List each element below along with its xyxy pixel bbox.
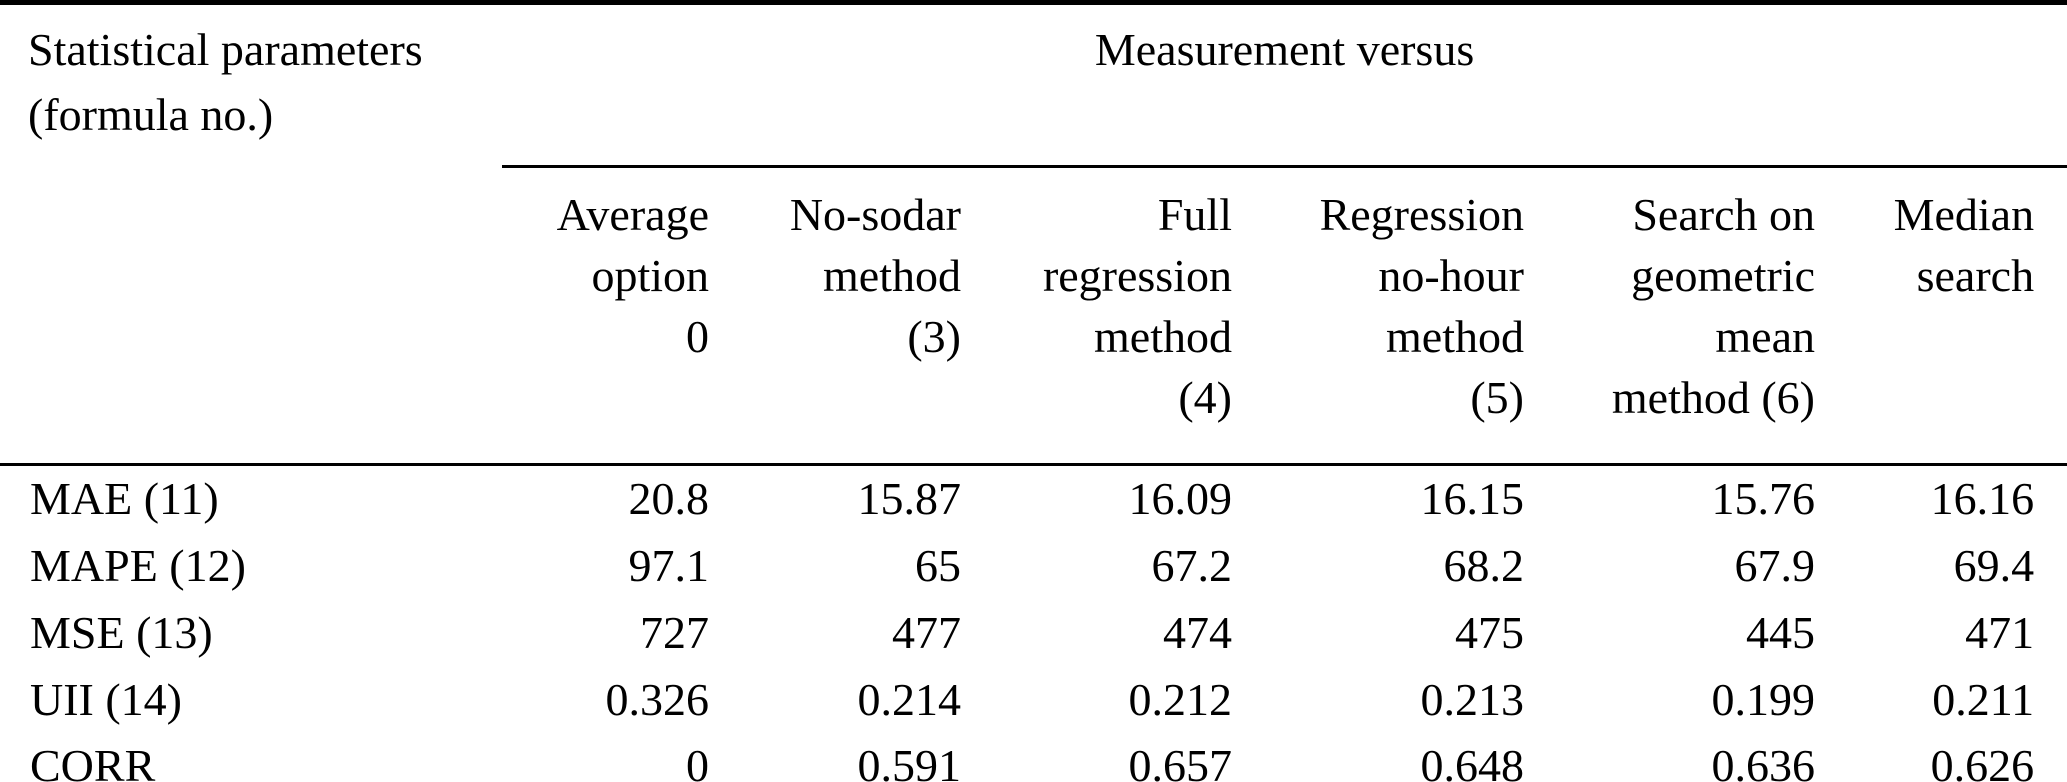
cell-value: 477	[892, 606, 961, 658]
cell-value: 0.657	[1128, 739, 1233, 782]
cell-value: 15.87	[857, 473, 962, 525]
group-header: Measurement versus	[502, 2, 2067, 168]
column-header-median-search: Median search	[1815, 166, 2067, 466]
row-label: MAE (11)	[30, 473, 219, 525]
table-row-mape: MAPE (12) 97.1 65 67.2 68.2 67.9 69.4	[0, 532, 2067, 599]
cell-value: 97.1	[628, 539, 710, 591]
row-label: CORR	[30, 739, 156, 782]
row-label: MAPE (12)	[30, 539, 246, 591]
cell-value: 0	[686, 739, 709, 782]
cell-value: 727	[640, 606, 709, 658]
cell-value: 0.199	[1711, 673, 1816, 725]
column-header-average-option: Average option 0	[502, 166, 709, 466]
cell-value: 67.2	[1151, 539, 1233, 591]
cell-value: 445	[1746, 606, 1815, 658]
column-header-regression-no-hour: Regression no-hour method (5)	[1232, 166, 1524, 466]
cell-value: 474	[1163, 606, 1232, 658]
cell-value: 0.648	[1420, 739, 1525, 782]
cell-value: 68.2	[1443, 539, 1525, 591]
table-row-corr: CORR 0 0.591 0.657 0.648 0.636 0.626	[0, 733, 2067, 782]
cell-value: 67.9	[1734, 539, 1816, 591]
cell-value: 20.8	[628, 473, 710, 525]
table-row-mae: MAE (11) 20.8 15.87 16.09 16.15 15.76 16…	[0, 465, 2067, 532]
table-body: MAE (11) 20.8 15.87 16.09 16.15 15.76 16…	[0, 465, 2067, 782]
column-header-geometric-mean: Search on geometric mean method (6)	[1524, 166, 1815, 466]
group-header-row: Statistical parameters (formula no.) Mea…	[0, 2, 2067, 466]
cell-value: 0.214	[857, 673, 962, 725]
corner-header: Statistical parameters (formula no.)	[0, 2, 502, 466]
column-header-row: Average option 0 No-sodar method (3) Ful…	[0, 166, 2067, 466]
table-row-uii: UII (14) 0.326 0.214 0.212 0.213 0.199 0…	[0, 666, 2067, 733]
cell-value: 0.636	[1711, 739, 1816, 782]
table-row-mse: MSE (13) 727 477 474 475 445 471	[0, 599, 2067, 666]
cell-value: 16.16	[1930, 473, 2035, 525]
row-label: UII (14)	[30, 673, 182, 725]
table-header: Statistical parameters (formula no.) Mea…	[0, 2, 2067, 466]
cell-value: 0.213	[1420, 673, 1525, 725]
cell-value: 0.212	[1128, 673, 1233, 725]
column-header-full-regression: Full regression method (4)	[961, 166, 1232, 466]
cell-value: 0.626	[1930, 739, 2035, 782]
cell-value: 16.15	[1420, 473, 1525, 525]
cell-value: 65	[915, 539, 961, 591]
cell-value: 0.591	[857, 739, 962, 782]
cell-value: 69.4	[1953, 539, 2035, 591]
cell-value: 475	[1455, 606, 1524, 658]
cell-value: 16.09	[1128, 473, 1233, 525]
cell-value: 15.76	[1711, 473, 1816, 525]
cell-value: 471	[1965, 606, 2035, 658]
cell-value: 0.326	[605, 673, 710, 725]
cell-value: 0.211	[1932, 673, 2035, 725]
row-label: MSE (13)	[30, 606, 213, 658]
column-header-no-sodar: No-sodar method (3)	[709, 166, 961, 466]
